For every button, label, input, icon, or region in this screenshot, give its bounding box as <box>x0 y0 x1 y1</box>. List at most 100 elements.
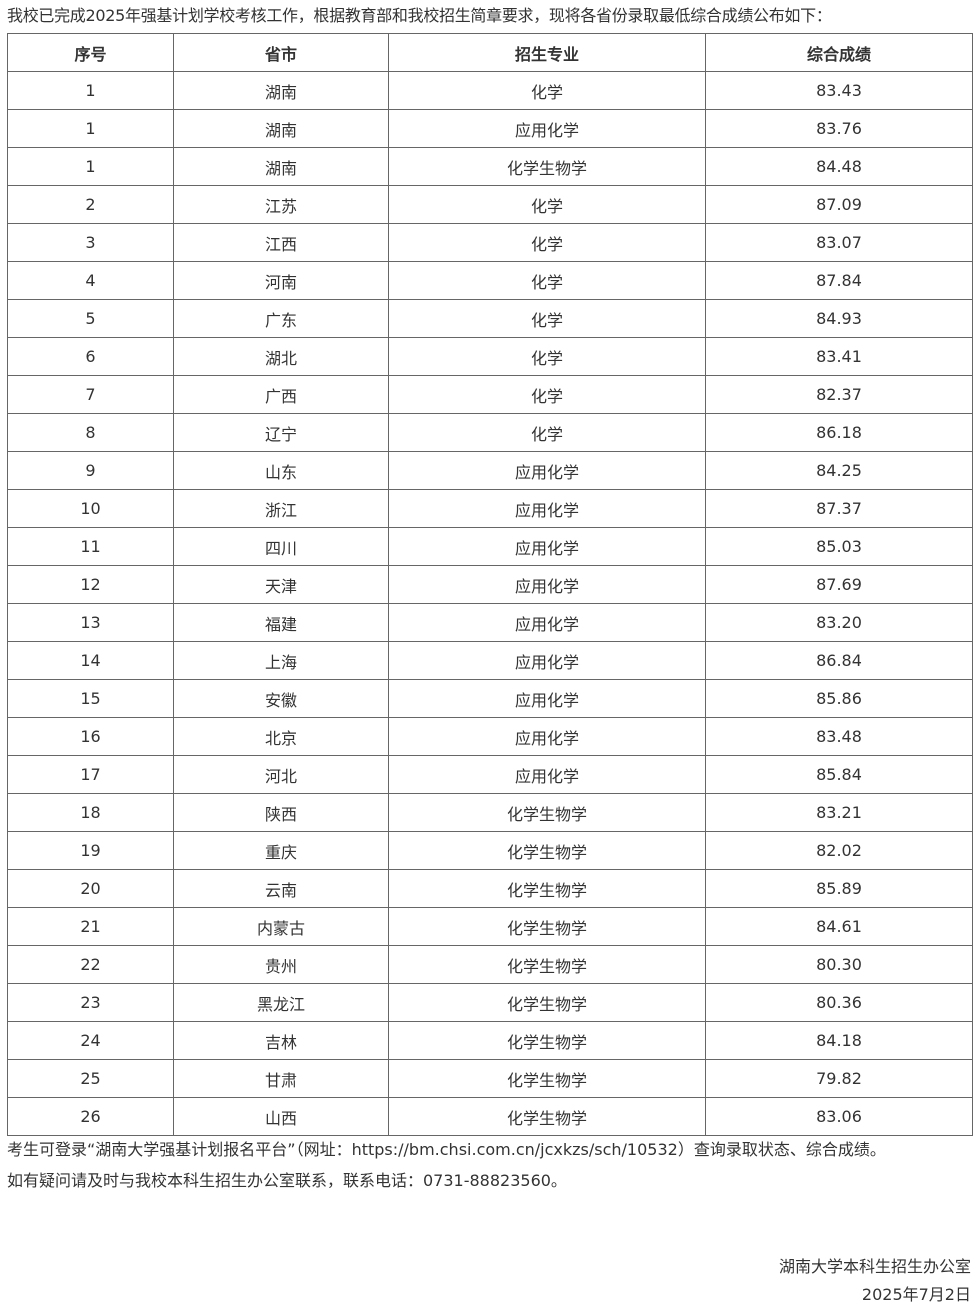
cell-province: 贵州 <box>173 945 389 984</box>
admission-scores-table: 序号 省市 招生专业 综合成绩 1 湖南 化学 83.43 1 湖南 应用化学 83.76 1 湖… <box>7 33 973 1136</box>
cell-major: 应用化学 <box>388 603 706 642</box>
cell-index: 17 <box>7 755 174 794</box>
cell-major: 应用化学 <box>388 717 706 756</box>
cell-index: 22 <box>7 945 174 984</box>
cell-province: 广东 <box>173 299 389 338</box>
cell-index: 24 <box>7 1021 174 1060</box>
cell-index: 15 <box>7 679 174 718</box>
table-row: 22 贵州 化学生物学 80.30 <box>7 945 973 984</box>
cell-score: 85.84 <box>705 755 973 794</box>
cell-index: 19 <box>7 831 174 870</box>
table-row: 18 陕西 化学生物学 83.21 <box>7 793 973 832</box>
cell-province: 甘肃 <box>173 1059 389 1098</box>
table-row: 25 甘肃 化学生物学 79.82 <box>7 1059 973 1098</box>
cell-major: 化学 <box>388 71 706 110</box>
cell-province: 安徽 <box>173 679 389 718</box>
table-row: 11 四川 应用化学 85.03 <box>7 527 973 566</box>
table-header-row: 序号 省市 招生专业 综合成绩 <box>7 33 973 72</box>
table-row: 21 内蒙古 化学生物学 84.61 <box>7 907 973 946</box>
cell-score: 83.41 <box>705 337 973 376</box>
cell-score: 84.93 <box>705 299 973 338</box>
intro-text: 我校已完成2025年强基计划学校考核工作，根据教育部和我校招生简章要求，现将各省… <box>7 6 832 25</box>
cell-province: 江西 <box>173 223 389 262</box>
table-row: 4 河南 化学 87.84 <box>7 261 973 300</box>
cell-province: 河南 <box>173 261 389 300</box>
cell-province: 广西 <box>173 375 389 414</box>
header-major: 招生专业 <box>388 33 706 72</box>
cell-major: 化学 <box>388 337 706 376</box>
cell-index: 7 <box>7 375 174 414</box>
cell-major: 化学生物学 <box>388 945 706 984</box>
table-row: 16 北京 应用化学 83.48 <box>7 717 973 756</box>
cell-score: 83.48 <box>705 717 973 756</box>
cell-major: 应用化学 <box>388 755 706 794</box>
cell-major: 化学 <box>388 223 706 262</box>
cell-index: 12 <box>7 565 174 604</box>
cell-major: 应用化学 <box>388 565 706 604</box>
signature-office: 湖南大学本科生招生办公室 <box>778 1257 971 1276</box>
cell-index: 23 <box>7 983 174 1022</box>
cell-province: 上海 <box>173 641 389 680</box>
signature: 湖南大学本科生招生办公室 2025年7月2日 <box>779 1253 971 1309</box>
table-row: 1 湖南 化学 83.43 <box>7 71 973 110</box>
cell-major: 应用化学 <box>388 109 706 148</box>
cell-province: 天津 <box>173 565 389 604</box>
cell-score: 83.20 <box>705 603 973 642</box>
cell-major: 化学 <box>388 413 706 452</box>
cell-index: 13 <box>7 603 174 642</box>
cell-score: 85.89 <box>705 869 973 908</box>
cell-score: 85.86 <box>705 679 973 718</box>
cell-index: 6 <box>7 337 174 376</box>
cell-major: 化学生物学 <box>388 147 706 186</box>
cell-province: 湖南 <box>173 147 389 186</box>
cell-index: 18 <box>7 793 174 832</box>
cell-score: 87.69 <box>705 565 973 604</box>
cell-score: 84.61 <box>705 907 973 946</box>
cell-score: 83.76 <box>705 109 973 148</box>
table-row: 1 湖南 化学生物学 84.48 <box>7 147 973 186</box>
table-row: 12 天津 应用化学 87.69 <box>7 565 973 604</box>
cell-index: 1 <box>7 109 174 148</box>
table-row: 9 山东 应用化学 84.25 <box>7 451 973 490</box>
cell-major: 化学生物学 <box>388 1021 706 1060</box>
cell-score: 83.07 <box>705 223 973 262</box>
cell-major: 应用化学 <box>388 451 706 490</box>
cell-major: 应用化学 <box>388 527 706 566</box>
table-row: 2 江苏 化学 87.09 <box>7 185 973 224</box>
header-province: 省市 <box>173 33 389 72</box>
cell-major: 化学生物学 <box>388 1059 706 1098</box>
cell-province: 湖南 <box>173 71 389 110</box>
header-score: 综合成绩 <box>705 33 973 72</box>
cell-major: 应用化学 <box>388 641 706 680</box>
cell-score: 80.36 <box>705 983 973 1022</box>
cell-province: 吉林 <box>173 1021 389 1060</box>
cell-score: 82.02 <box>705 831 973 870</box>
cell-index: 5 <box>7 299 174 338</box>
table-row: 19 重庆 化学生物学 82.02 <box>7 831 973 870</box>
cell-province: 湖北 <box>173 337 389 376</box>
cell-province: 黑龙江 <box>173 983 389 1022</box>
note-contact: 如有疑问请及时与我校本科生招生办公室联系，联系电话：0731-88823560。 <box>7 1171 567 1190</box>
table-row: 20 云南 化学生物学 85.89 <box>7 869 973 908</box>
cell-index: 21 <box>7 907 174 946</box>
cell-index: 8 <box>7 413 174 452</box>
cell-score: 83.06 <box>705 1097 973 1136</box>
cell-index: 11 <box>7 527 174 566</box>
cell-score: 84.18 <box>705 1021 973 1060</box>
cell-index: 4 <box>7 261 174 300</box>
table-row: 26 山西 化学生物学 83.06 <box>7 1097 973 1136</box>
cell-score: 86.18 <box>705 413 973 452</box>
cell-province: 重庆 <box>173 831 389 870</box>
cell-score: 83.21 <box>705 793 973 832</box>
cell-index: 1 <box>7 147 174 186</box>
cell-province: 福建 <box>173 603 389 642</box>
table-row: 8 辽宁 化学 86.18 <box>7 413 973 452</box>
table-row: 14 上海 应用化学 86.84 <box>7 641 973 680</box>
cell-province: 浙江 <box>173 489 389 528</box>
cell-score: 83.43 <box>705 71 973 110</box>
table-row: 5 广东 化学 84.93 <box>7 299 973 338</box>
table-row: 23 黑龙江 化学生物学 80.36 <box>7 983 973 1022</box>
cell-index: 1 <box>7 71 174 110</box>
table-row: 3 江西 化学 83.07 <box>7 223 973 262</box>
cell-score: 82.37 <box>705 375 973 414</box>
